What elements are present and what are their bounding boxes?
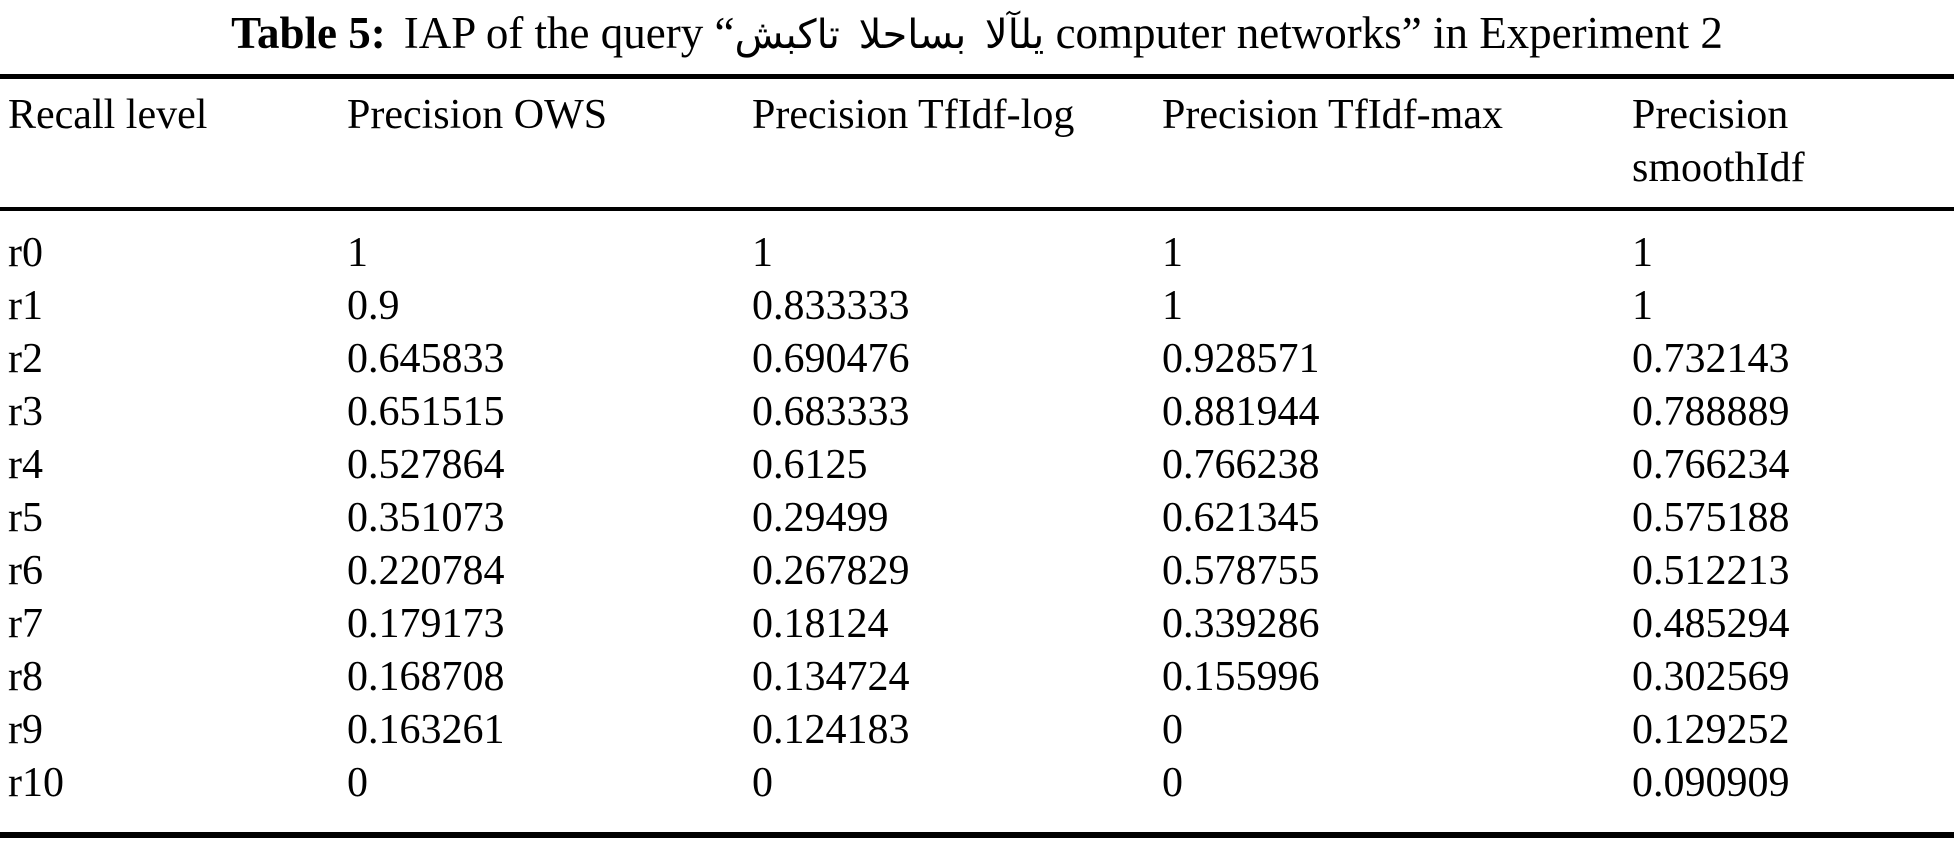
cell-precision-ows: 0.645833 bbox=[347, 335, 505, 382]
cell-precision-ows: 0.527864 bbox=[347, 441, 505, 488]
table-row: r8 0.168708 0.134724 0.155996 0.302569 bbox=[0, 651, 1954, 704]
cell-precision-ows: 0.220784 bbox=[347, 547, 505, 594]
cell-precision-tfidf-log: 0.29499 bbox=[752, 494, 889, 541]
cell-recall-level: r0 bbox=[8, 229, 43, 276]
cell-precision-ows: 1 bbox=[347, 229, 368, 276]
caption-arabic-query: شبكات الحاسب الآلي bbox=[734, 12, 1045, 58]
table-row: r4 0.527864 0.6125 0.766238 0.766234 bbox=[0, 439, 1954, 492]
table-row: r3 0.651515 0.683333 0.881944 0.788889 bbox=[0, 386, 1954, 439]
table-header-row: Recall level Precision OWS Precision TfI… bbox=[0, 77, 1954, 209]
cell-precision-tfidf-log: 0.6125 bbox=[752, 441, 868, 488]
cell-recall-level: r8 bbox=[8, 653, 43, 700]
table-row: r7 0.179173 0.18124 0.339286 0.485294 bbox=[0, 598, 1954, 651]
caption-table-number: Table 5: bbox=[231, 8, 386, 58]
table-row: r10 0 0 0 0.090909 bbox=[0, 757, 1954, 835]
cell-precision-tfidf-max: 0.578755 bbox=[1162, 547, 1320, 594]
cell-recall-level: r9 bbox=[8, 706, 43, 753]
header-recall-level: Recall level bbox=[8, 92, 208, 138]
cell-precision-tfidf-log: 0.833333 bbox=[752, 282, 910, 329]
cell-recall-level: r2 bbox=[8, 335, 43, 382]
table-body: r0 1 1 1 1 r1 0.9 0.833333 1 1 r2 0.645833 0.690476 0… bbox=[0, 209, 1954, 835]
cell-precision-tfidf-max: 0.155996 bbox=[1162, 653, 1320, 700]
cell-precision-smoothidf: 0.732143 bbox=[1632, 335, 1790, 382]
cell-precision-smoothidf: 0.090909 bbox=[1632, 759, 1790, 806]
cell-recall-level: r3 bbox=[8, 388, 43, 435]
table-row: r2 0.645833 0.690476 0.928571 0.732143 bbox=[0, 333, 1954, 386]
table-row: r1 0.9 0.833333 1 1 bbox=[0, 280, 1954, 333]
cell-precision-tfidf-log: 0.267829 bbox=[752, 547, 910, 594]
cell-precision-tfidf-max: 0.881944 bbox=[1162, 388, 1320, 435]
header-precision-tfidf-max: Precision TfIdf-max bbox=[1162, 92, 1503, 138]
cell-precision-tfidf-max: 0.339286 bbox=[1162, 600, 1320, 647]
cell-recall-level: r7 bbox=[8, 600, 43, 647]
cell-precision-tfidf-log: 0 bbox=[752, 759, 773, 806]
cell-precision-smoothidf: 0.302569 bbox=[1632, 653, 1790, 700]
cell-precision-tfidf-log: 0.690476 bbox=[752, 335, 910, 382]
header-precision-smoothidf: Precision smoothIdf bbox=[1632, 92, 1805, 191]
cell-precision-ows: 0.168708 bbox=[347, 653, 505, 700]
cell-precision-tfidf-log: 0.134724 bbox=[752, 653, 910, 700]
caption-text-after-arabic: computer networks” in Experiment 2 bbox=[1044, 8, 1723, 58]
cell-precision-smoothidf: 0.485294 bbox=[1632, 600, 1790, 647]
cell-precision-smoothidf: 1 bbox=[1632, 229, 1653, 276]
cell-precision-tfidf-max: 1 bbox=[1162, 229, 1183, 276]
cell-precision-ows: 0 bbox=[347, 759, 368, 806]
cell-precision-tfidf-log: 0.124183 bbox=[752, 706, 910, 753]
table-row: r0 1 1 1 1 bbox=[0, 209, 1954, 280]
cell-precision-smoothidf: 0.788889 bbox=[1632, 388, 1790, 435]
iap-results-table: Recall level Precision OWS Precision TfI… bbox=[0, 74, 1954, 838]
cell-precision-tfidf-max: 1 bbox=[1162, 282, 1183, 329]
cell-precision-tfidf-max: 0 bbox=[1162, 759, 1183, 806]
cell-precision-smoothidf: 0.512213 bbox=[1632, 547, 1790, 594]
cell-precision-smoothidf: 0.766234 bbox=[1632, 441, 1790, 488]
cell-precision-tfidf-log: 1 bbox=[752, 229, 773, 276]
cell-precision-smoothidf: 1 bbox=[1632, 282, 1653, 329]
cell-precision-tfidf-max: 0 bbox=[1162, 706, 1183, 753]
cell-precision-tfidf-log: 0.18124 bbox=[752, 600, 889, 647]
cell-recall-level: r5 bbox=[8, 494, 43, 541]
header-precision-tfidf-log: Precision TfIdf-log bbox=[752, 92, 1075, 138]
cell-recall-level: r4 bbox=[8, 441, 43, 488]
cell-recall-level: r1 bbox=[8, 282, 43, 329]
cell-precision-tfidf-max: 0.766238 bbox=[1162, 441, 1320, 488]
caption-text-before-arabic: IAP of the query “ bbox=[403, 8, 735, 58]
cell-precision-tfidf-log: 0.683333 bbox=[752, 388, 910, 435]
cell-precision-tfidf-max: 0.621345 bbox=[1162, 494, 1320, 541]
cell-precision-ows: 0.163261 bbox=[347, 706, 505, 753]
cell-recall-level: r10 bbox=[8, 759, 64, 806]
cell-precision-tfidf-max: 0.928571 bbox=[1162, 335, 1320, 382]
cell-recall-level: r6 bbox=[8, 547, 43, 594]
table-row: r9 0.163261 0.124183 0 0.129252 bbox=[0, 704, 1954, 757]
cell-precision-smoothidf: 0.575188 bbox=[1632, 494, 1790, 541]
table-row: r6 0.220784 0.267829 0.578755 0.512213 bbox=[0, 545, 1954, 598]
cell-precision-ows: 0.9 bbox=[347, 282, 400, 329]
cell-precision-ows: 0.179173 bbox=[347, 600, 505, 647]
header-precision-ows: Precision OWS bbox=[347, 92, 608, 138]
cell-precision-ows: 0.351073 bbox=[347, 494, 505, 541]
cell-precision-smoothidf: 0.129252 bbox=[1632, 706, 1790, 753]
cell-precision-ows: 0.651515 bbox=[347, 388, 505, 435]
table-caption: Table 5: IAP of the query “شبكات الحاسب ا… bbox=[0, 0, 1954, 74]
table-row: r5 0.351073 0.29499 0.621345 0.575188 bbox=[0, 492, 1954, 545]
